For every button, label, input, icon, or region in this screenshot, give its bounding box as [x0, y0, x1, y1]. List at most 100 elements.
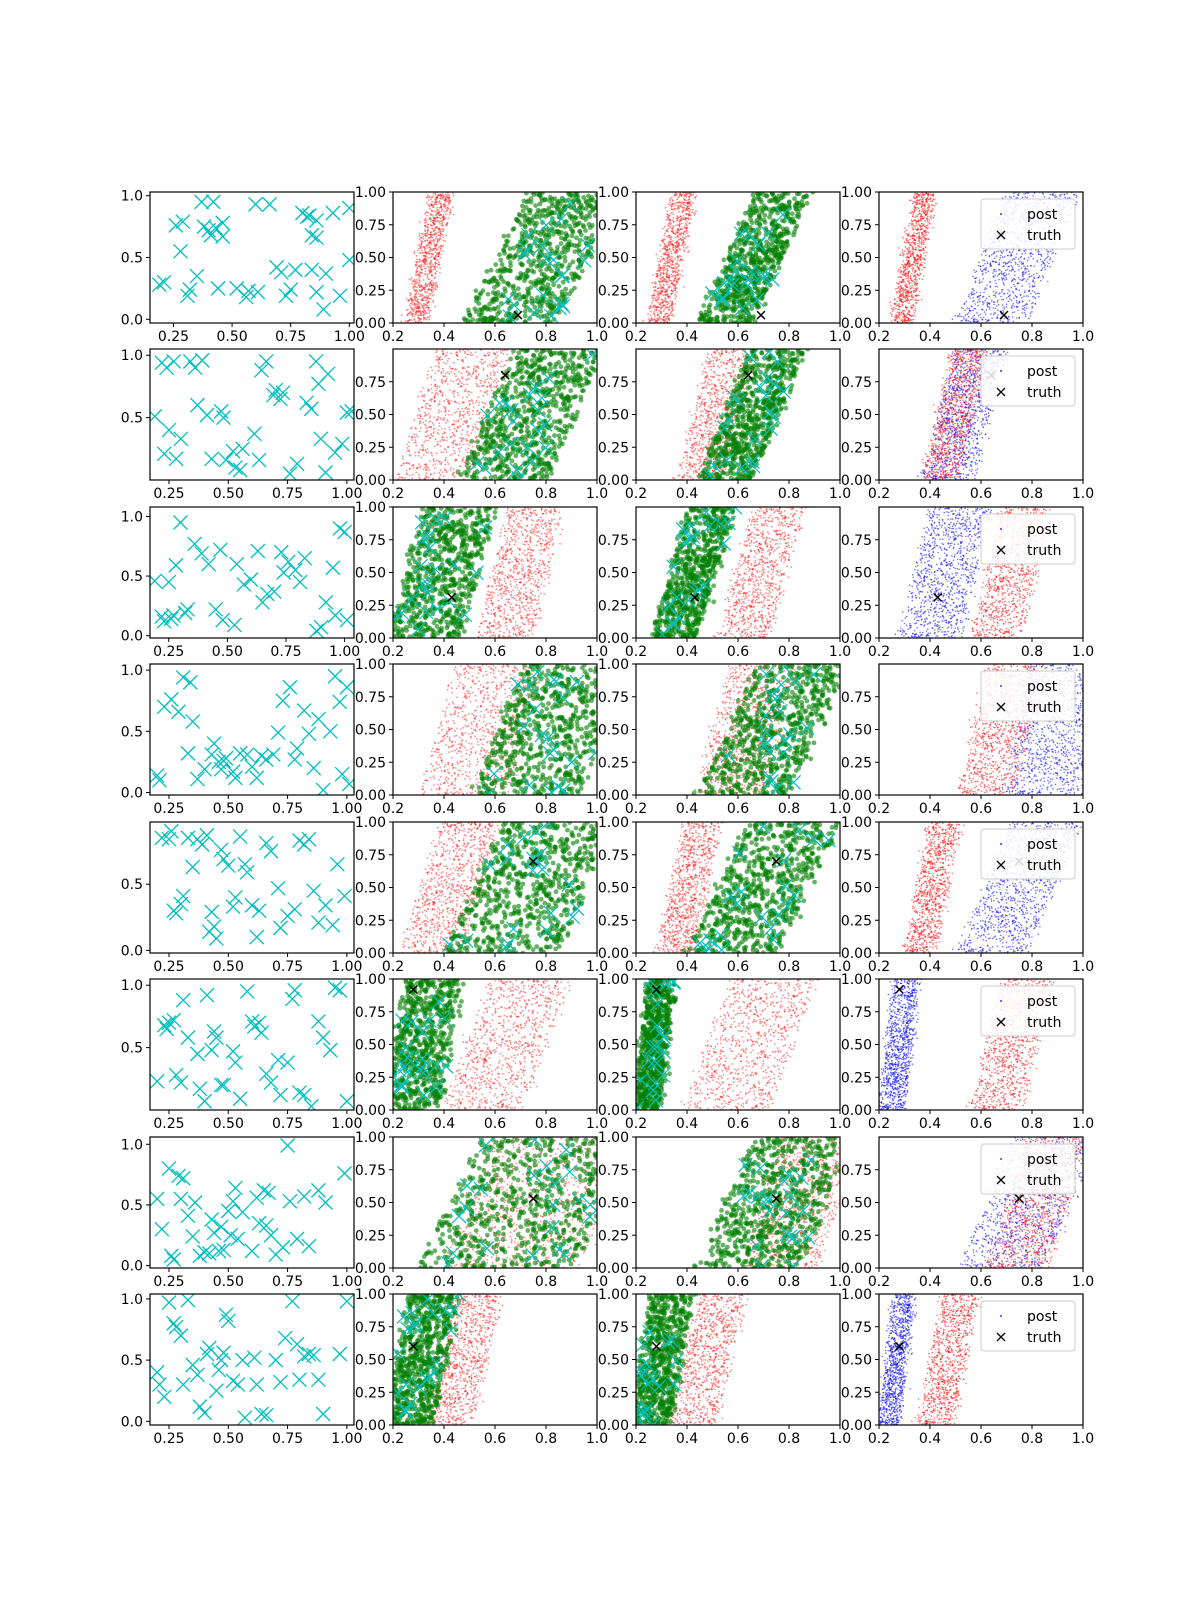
data-point — [250, 284, 266, 300]
red-sample — [437, 263, 439, 266]
green-sample — [751, 200, 756, 205]
red-sample — [923, 241, 925, 243]
red-sample — [677, 196, 679, 199]
red-sample — [445, 193, 447, 196]
blue-sample — [1030, 275, 1033, 277]
red-sample — [659, 303, 662, 306]
red-sample — [667, 276, 670, 279]
x-tick-label: 1.00 — [334, 329, 365, 345]
blue-sample — [1010, 264, 1013, 267]
red-sample — [671, 204, 674, 207]
red-sample — [901, 303, 904, 306]
red-sample — [922, 236, 925, 238]
green-sample — [539, 271, 545, 277]
green-sample — [797, 206, 803, 212]
blue-sample — [976, 320, 979, 323]
red-sample — [912, 267, 914, 269]
red-sample — [670, 264, 673, 266]
red-sample — [428, 283, 431, 286]
red-sample — [920, 244, 923, 246]
red-sample — [653, 315, 656, 317]
red-sample — [664, 306, 667, 309]
red-sample — [676, 283, 678, 285]
red-sample — [678, 194, 681, 196]
overlay-marker — [538, 217, 554, 233]
red-sample — [898, 291, 901, 294]
red-sample — [926, 197, 928, 200]
red-sample — [442, 244, 445, 247]
red-sample — [434, 261, 437, 264]
red-sample — [423, 297, 425, 299]
blue-sample — [1012, 302, 1015, 305]
red-sample — [662, 264, 665, 267]
red-sample — [660, 310, 662, 313]
blue-sample — [1022, 278, 1024, 281]
blue-sample — [966, 313, 969, 316]
red-sample — [685, 217, 687, 220]
red-sample — [410, 299, 413, 302]
red-sample — [660, 302, 663, 304]
red-sample — [442, 216, 444, 219]
blue-sample — [1017, 193, 1019, 196]
red-sample — [687, 200, 690, 203]
red-sample — [444, 204, 447, 207]
red-sample — [428, 246, 430, 249]
green-sample — [583, 228, 588, 233]
red-sample — [915, 298, 917, 301]
red-sample — [666, 288, 669, 291]
green-sample — [588, 245, 594, 251]
red-sample — [426, 245, 428, 248]
red-sample — [665, 280, 668, 283]
blue-sample — [1012, 277, 1015, 280]
red-sample — [670, 205, 673, 208]
red-sample — [667, 295, 670, 297]
red-sample — [924, 202, 926, 205]
red-sample — [908, 311, 910, 314]
red-sample — [688, 192, 691, 195]
red-sample — [423, 316, 425, 319]
red-sample — [932, 199, 934, 201]
red-sample — [670, 293, 673, 295]
red-sample — [424, 218, 427, 221]
red-sample — [670, 238, 672, 241]
blue-sample — [984, 299, 986, 302]
green-sample — [520, 203, 525, 209]
red-sample — [424, 267, 426, 270]
red-sample — [676, 246, 679, 249]
red-sample — [415, 296, 418, 299]
red-sample — [917, 299, 920, 302]
red-sample — [419, 246, 422, 248]
red-sample — [663, 246, 666, 248]
blue-sample — [985, 269, 988, 271]
red-sample — [678, 210, 680, 213]
red-sample — [439, 256, 442, 259]
red-sample — [919, 242, 921, 244]
red-sample — [681, 217, 683, 219]
red-sample — [684, 204, 687, 207]
red-sample — [420, 314, 422, 317]
red-sample — [674, 283, 677, 286]
red-sample — [669, 279, 671, 282]
red-sample — [431, 274, 434, 277]
red-sample — [410, 312, 413, 315]
green-sample — [528, 263, 534, 268]
red-sample — [442, 214, 445, 216]
red-sample — [668, 218, 670, 221]
green-sample — [569, 271, 574, 277]
green-sample — [511, 255, 516, 261]
red-sample — [680, 227, 683, 230]
red-sample — [420, 268, 423, 271]
green-sample — [721, 257, 727, 263]
red-sample — [682, 210, 685, 213]
red-sample — [920, 250, 922, 252]
blue-sample — [1008, 251, 1011, 253]
red-sample — [919, 217, 922, 220]
red-sample — [414, 303, 417, 306]
red-sample — [679, 218, 682, 221]
red-sample — [439, 232, 442, 235]
red-sample — [418, 307, 420, 309]
red-sample — [666, 262, 669, 264]
red-sample — [667, 261, 670, 263]
green-sample — [792, 203, 798, 209]
red-sample — [420, 299, 422, 302]
